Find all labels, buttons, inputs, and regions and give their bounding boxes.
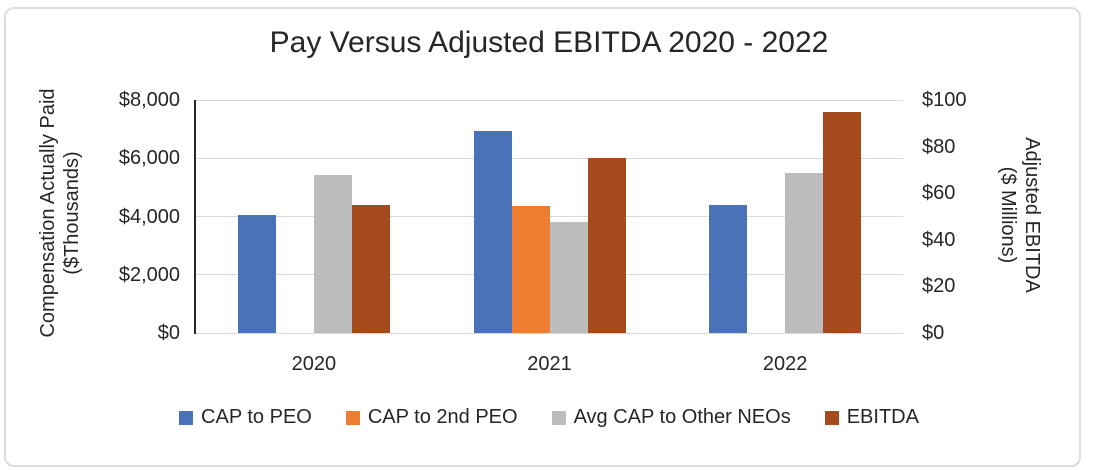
left-axis-tick: $6,000 <box>118 147 180 170</box>
legend-item-cap-to-peo: CAP to PEO <box>179 406 312 429</box>
x-axis-label-2021: 2021 <box>527 353 572 375</box>
right-axis-title: Adjusted EBITDA ($ Millions) <box>996 137 1044 293</box>
left-axis-title-line2: ($Thousands) <box>61 151 83 275</box>
legend-item-cap-to-2nd-peo: CAP to 2nd PEO <box>345 406 518 429</box>
right-axis-tick: $60 <box>922 182 956 205</box>
legend-swatch-cap-to-2nd-peo <box>345 410 360 425</box>
right-axis-title-line1: Adjusted EBITDA <box>1021 137 1043 293</box>
x-axis-label-2020: 2020 <box>291 353 337 375</box>
bar-cap-to-peo-2021 <box>474 131 512 333</box>
bar-cap-to-peo-2022 <box>709 205 747 333</box>
left-axis-title: Compensation Actually Paid ($Thousands) <box>36 88 84 337</box>
bar-cap-to-2nd-peo-2021 <box>512 206 550 333</box>
bar-ebitda-2020 <box>352 205 390 333</box>
bar-avg-cap-to-other-neos-2021 <box>550 222 588 333</box>
x-axis-label-2022: 2022 <box>762 353 808 375</box>
left-axis-tick: $0 <box>157 322 180 344</box>
legend: CAP to PEO CAP to 2nd PEO Avg CAP to Other… <box>0 406 1098 429</box>
legend-item-ebitda: EBITDA <box>824 406 919 429</box>
legend-swatch-cap-to-peo <box>179 410 194 425</box>
bar-avg-cap-to-other-neos-2022 <box>785 173 823 333</box>
left-axis-title-line1: Compensation Actually Paid <box>37 88 59 338</box>
left-axis-tick: $2,000 <box>118 263 180 286</box>
legend-label-cap-to-2nd-peo: CAP to 2nd PEO <box>367 406 518 428</box>
legend-swatch-avg-cap-to-other-neos <box>551 410 566 425</box>
right-axis-tick: $100 <box>922 89 967 111</box>
left-axis-tick: $8,000 <box>118 89 180 111</box>
bar-ebitda-2021 <box>588 158 626 333</box>
plot-area <box>194 99 903 334</box>
bar-ebitda-2022 <box>823 112 861 333</box>
bar-avg-cap-to-other-neos-2020 <box>314 175 352 333</box>
chart-title: Pay Versus Adjusted EBITDA 2020 - 2022 <box>269 26 829 59</box>
bar-cap-to-peo-2020 <box>238 215 276 333</box>
y-axis-line <box>194 100 196 334</box>
legend-label-ebitda: EBITDA <box>846 406 919 428</box>
legend-label-cap-to-peo: CAP to PEO <box>201 406 312 428</box>
legend-item-avg-cap-to-other-neos: Avg CAP to Other NEOs <box>551 406 791 429</box>
right-axis-tick: $80 <box>922 135 956 158</box>
gridline <box>196 157 903 159</box>
gridline <box>196 332 903 334</box>
legend-label-avg-cap-to-other-neos: Avg CAP to Other NEOs <box>573 406 791 428</box>
legend-swatch-ebitda <box>824 410 839 425</box>
left-axis-tick: $4,000 <box>118 205 180 228</box>
right-axis-tick: $20 <box>922 275 956 298</box>
right-axis-tick: $40 <box>922 228 956 251</box>
right-axis-tick: $0 <box>922 322 945 344</box>
right-axis-title-line2: ($ Millions) <box>997 166 1019 264</box>
gridline <box>196 99 903 101</box>
